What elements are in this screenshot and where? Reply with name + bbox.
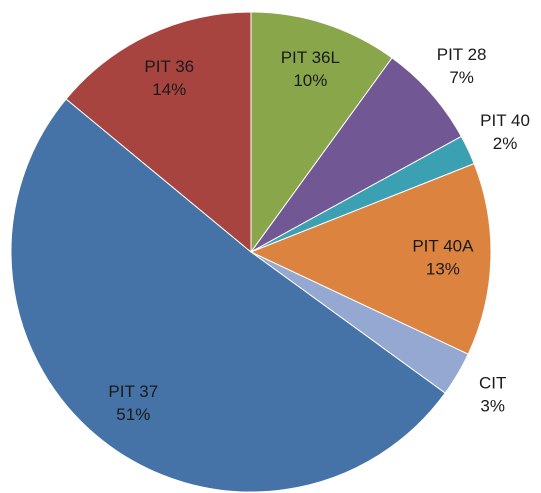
slice-value-label: 14% [152, 80, 186, 99]
slice-value-label: 3% [480, 396, 505, 415]
pie-slice [250, 57, 462, 253]
slice-label: PIT 40A [412, 237, 474, 256]
slice-label: PIT 40 [480, 111, 530, 130]
slice-label: PIT 36 [144, 57, 194, 76]
slice-label: PIT 28 [437, 45, 487, 64]
pie-slice [65, 11, 252, 254]
slice-value-label: 13% [426, 260, 460, 279]
slice-value-label: 2% [493, 134, 518, 153]
slice-value-label: 51% [116, 405, 150, 424]
pie-slice [10, 98, 446, 493]
slice-label: CIT [479, 373, 506, 392]
pie-slice [250, 11, 393, 254]
slice-value-label: 10% [293, 71, 327, 90]
slice-label: PIT 36L [281, 48, 340, 67]
pie-slice [249, 163, 492, 355]
slice-label: PIT 37 [108, 382, 158, 401]
slice-value-label: 7% [449, 68, 474, 87]
